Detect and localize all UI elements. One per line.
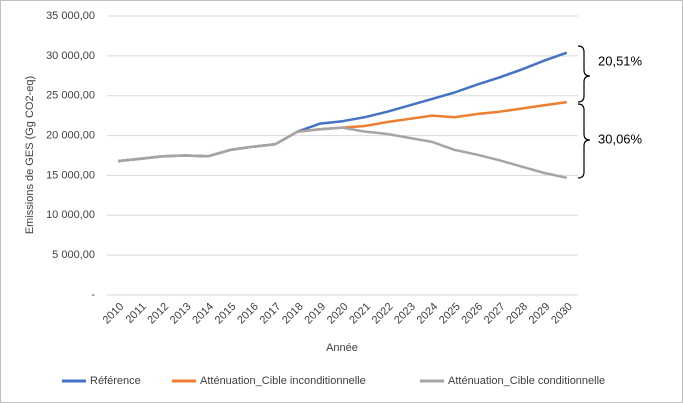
y-tick-label: 15 000,00 [46, 169, 95, 181]
y-tick-label: 30 000,00 [46, 50, 95, 62]
brace [577, 103, 591, 179]
annotation: 30,06% [598, 131, 643, 146]
legend-label: Référence [90, 375, 141, 387]
y-tick-label: 35 000,00 [46, 10, 95, 22]
y-axis-label: Emissions de GES (Gg CO2-eq) [24, 76, 36, 234]
y-tick-label: 5 000,00 [52, 249, 95, 261]
y-tick-label: 20 000,00 [46, 129, 95, 141]
legend-label: Atténuation_Cible inconditionnelle [200, 375, 366, 387]
y-tick-label: 25 000,00 [46, 90, 95, 102]
brace [577, 45, 591, 103]
annotation: 20,51% [598, 53, 643, 68]
legend-label: Atténuation_Cible conditionnelle [448, 375, 605, 387]
x-axis-label: Année [326, 342, 358, 354]
y-tick-label: - [91, 289, 95, 301]
y-tick-label: 10 000,00 [46, 209, 95, 221]
series-line [118, 126, 568, 180]
